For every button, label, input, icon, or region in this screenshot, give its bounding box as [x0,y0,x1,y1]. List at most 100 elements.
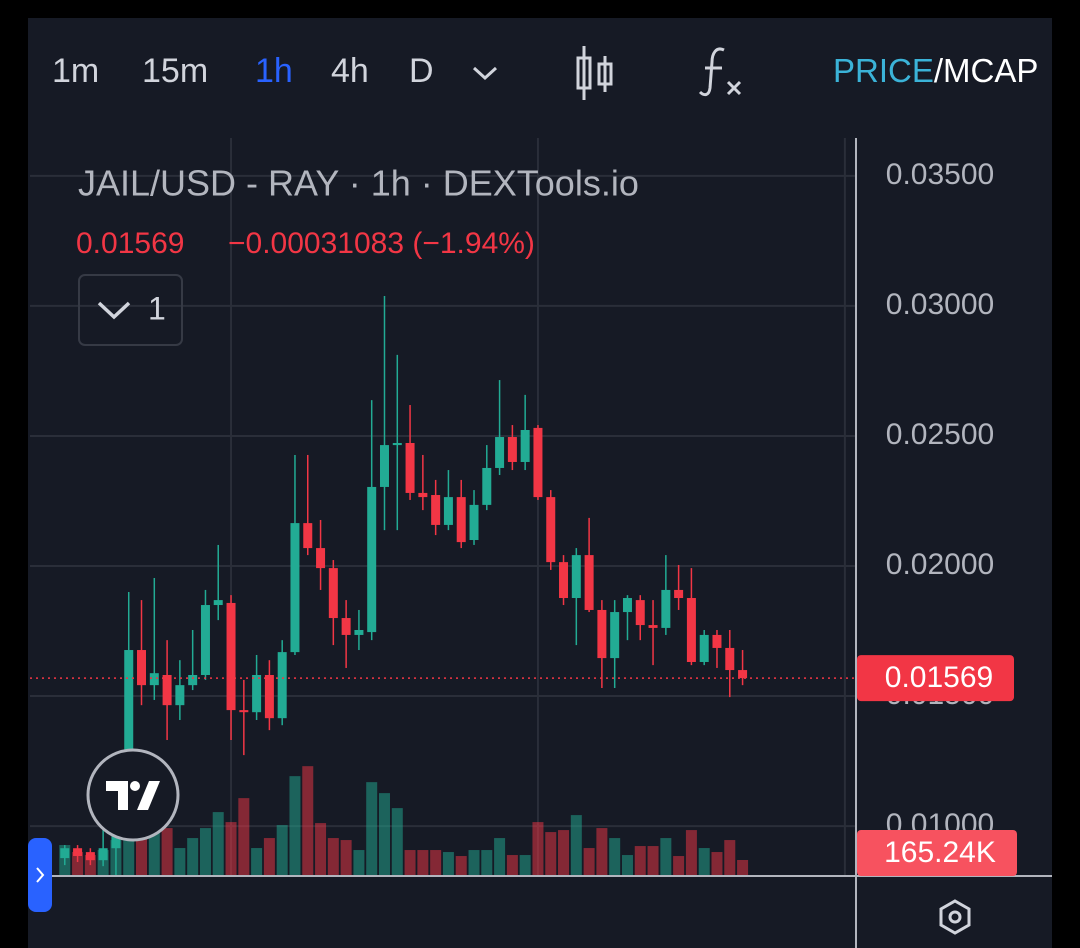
candle-body [277,652,287,719]
volume-bar [174,848,186,875]
volume-bar [136,835,148,875]
mcap-toggle[interactable]: MCAP [943,52,1038,89]
volume-bar [161,828,173,875]
interval-button[interactable]: 1m [52,52,99,90]
candle-body [661,589,671,628]
candle-body [622,598,632,613]
volume-bar [621,855,633,875]
volume-bar [327,838,339,875]
candle-body [738,670,748,679]
interval-button[interactable]: D [409,52,434,90]
volume-bar [276,825,288,875]
volume-bar [506,855,518,875]
candle-body [290,523,300,653]
volume-bar [391,808,403,875]
candle-body [85,852,95,861]
volume-bar [647,846,659,875]
volume-bar [302,766,314,875]
candle-body [405,442,415,493]
volume-bar [417,850,429,875]
indicator-toggle[interactable] [78,274,183,346]
volume-bar [596,828,608,875]
volume-bar [366,782,378,875]
volume-bar [685,830,697,875]
candle-body [239,710,249,713]
candle-body [674,589,684,599]
candle-body [469,504,479,541]
candle-body [175,685,185,706]
last-price-label: 0.01569 [885,661,993,694]
volume-bar [123,840,135,875]
price-toggle[interactable]: PRICE [833,52,934,89]
volume-bar [251,848,263,875]
volume-bar [558,830,570,875]
candle-body [379,445,389,487]
volume-bar [212,812,224,875]
volume-bar [609,838,621,875]
volume-bar [353,850,365,875]
interval-button[interactable]: 15m [142,52,208,90]
candle-body [495,437,505,468]
last-price-badge [857,655,1014,702]
volume-bar [673,856,685,875]
interval-button[interactable]: 1h [255,52,293,90]
volume-bar [737,860,749,875]
volume-bar [532,822,544,875]
candle-body [584,555,594,610]
settings-icon[interactable] [939,899,971,935]
volume-bar [238,798,250,875]
interval-button[interactable]: 4h [331,52,369,90]
volume-bar [148,830,160,875]
volume [59,766,749,875]
side-panel-arrow[interactable] [36,867,45,883]
candle-body [137,650,147,686]
tradingview-logo[interactable] [86,748,180,842]
candle-body [252,674,262,713]
candle-body [162,674,172,706]
settings-icon-center[interactable] [948,910,962,924]
volume-bar [481,850,493,875]
candle-body [635,600,645,626]
candles [30,296,855,875]
y-tick-label: 0.02500 [886,418,994,451]
volume-bar [519,855,531,875]
indicators-icon[interactable] [698,47,742,97]
interval-menu-icon[interactable] [472,66,498,81]
candle-style-icon[interactable] [576,46,613,100]
candle-body [354,630,364,635]
volume-bar [711,852,723,875]
toolbar: PRICE/MCAP 1m 15m 1h 4h D [52,46,1038,100]
candle-body [60,848,70,859]
candle-body [482,467,492,505]
candle-body [149,673,159,686]
candle-body [431,495,441,525]
volume-bar [404,850,416,875]
candle-body [546,497,556,563]
candle-body [226,602,236,711]
collapse-icon[interactable] [97,301,131,320]
y-tick-label: 0.03500 [886,158,994,191]
grid [30,138,855,875]
volume-bar [545,832,557,875]
candle-body [725,647,735,671]
candle-body [610,612,620,659]
volume-bar [187,838,199,875]
candle-body [699,634,709,662]
indicator-count: 1 [148,290,166,326]
volume-bar [634,846,646,875]
candle-body [533,427,543,498]
candle-body [686,598,696,662]
volume-bar [199,828,211,875]
volume-label: 165.24K [884,836,996,869]
price-mcap-toggle[interactable]: PRICE/MCAP [833,52,1038,89]
candle-body [316,548,326,569]
candle-body [443,497,453,525]
side-panel-tab[interactable] [28,838,52,912]
candle-body [456,497,466,543]
candle-body [98,848,108,861]
candle-body [188,674,198,686]
candle-body [303,523,313,549]
volume-bar [225,822,237,875]
